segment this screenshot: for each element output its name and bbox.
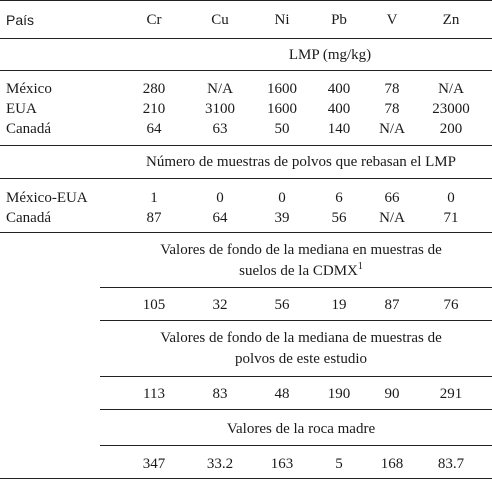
table-cell: 1	[150, 190, 158, 206]
table-cell: 0	[447, 190, 455, 206]
row-label: México-EUA	[6, 190, 88, 206]
row-label: EUA	[6, 101, 37, 117]
table-cell: 83.7	[437, 456, 465, 472]
table-cell: 19	[331, 297, 347, 313]
table-cell: 48	[274, 386, 290, 402]
table-cell: 83	[212, 386, 228, 402]
table-cell: 1600	[267, 101, 297, 117]
rule-lmp	[0, 70, 492, 71]
table-cell: 190	[327, 386, 351, 402]
table-cell: 56	[331, 210, 347, 226]
table-cell: 6	[335, 190, 343, 206]
table-cell: 105	[142, 297, 166, 313]
section-title-soil-line1: Valores de fondo de la mediana en muestr…	[160, 242, 442, 258]
table-cell: 63	[212, 121, 228, 137]
table-cell: 5	[335, 456, 343, 472]
table-cell: N/A	[438, 81, 464, 97]
table-cell: 113	[143, 386, 165, 402]
table-cell: 400	[327, 81, 351, 97]
table-cell: 71	[443, 210, 459, 226]
table-cell: 140	[327, 121, 351, 137]
table-cell: 291	[439, 386, 463, 402]
table-cell: 0	[278, 190, 286, 206]
table-cell: 76	[443, 297, 459, 313]
rule-exceed	[0, 178, 492, 179]
table-cell: 200	[439, 121, 463, 137]
table-cell: 347	[142, 456, 166, 472]
rule-soil-top	[0, 232, 492, 233]
table-cell: 64	[146, 121, 162, 137]
table-cell: 0	[216, 190, 224, 206]
rule-dust	[100, 376, 492, 377]
rule-top	[0, 0, 492, 1]
table-cell: 210	[142, 101, 166, 117]
table-cell: 90	[384, 386, 400, 402]
section-title-soil-line2: suelos de la CDMX1	[110, 261, 492, 281]
table-cell: 33.2	[206, 456, 234, 472]
table-cell: 50	[274, 121, 290, 137]
table-cell: 1600	[267, 81, 297, 97]
table-cell: 87	[146, 210, 162, 226]
section-title-lmp: LMP (mg/kg)	[288, 47, 372, 63]
rule-dust-values	[100, 409, 492, 410]
row-label: México	[6, 81, 52, 97]
table-cell: 3100	[205, 101, 235, 117]
soil-title-text: suelos de la CDMX	[239, 263, 358, 279]
table-cell: 23000	[432, 101, 470, 117]
table-cell: N/A	[207, 81, 233, 97]
table-cell: 39	[274, 210, 290, 226]
column-header-v: V	[386, 12, 398, 28]
table-cell: 400	[327, 101, 351, 117]
column-header-ni: Ni	[274, 12, 290, 28]
country-column-header: País	[6, 12, 35, 28]
column-header-zn: Zn	[442, 12, 460, 28]
table-cell: 163	[270, 456, 294, 472]
row-label: Canadá	[6, 121, 51, 137]
column-header-cu: Cu	[211, 12, 229, 28]
table-cell: 78	[384, 81, 400, 97]
rule-soil-values	[100, 320, 492, 321]
rule-exceed-top	[0, 145, 492, 146]
rule-soil	[100, 287, 492, 288]
table-cell: 56	[274, 297, 290, 313]
section-title-exceed: Número de muestras de polvos que rebasan…	[146, 154, 456, 170]
rule-rock	[100, 445, 492, 446]
footnote-mark: 1	[357, 261, 363, 272]
section-title-rock: Valores de la roca madre	[226, 421, 376, 437]
table-cell: 168	[380, 456, 404, 472]
column-header-cr: Cr	[146, 12, 162, 28]
table-cell: 64	[212, 210, 228, 226]
column-header-pb: Pb	[331, 12, 347, 28]
section-title-dust-line1: Valores de fondo de la mediana de muestr…	[160, 330, 442, 346]
row-label: Canadá	[6, 210, 51, 226]
section-title-dust-line2: polvos de este estudio	[234, 351, 368, 367]
table-cell: 87	[384, 297, 400, 313]
rule-bottom	[0, 478, 492, 479]
table-cell: N/A	[379, 121, 405, 137]
table-cell: 32	[212, 297, 228, 313]
table-cell: 78	[384, 101, 400, 117]
table-cell: 280	[142, 81, 166, 97]
table-cell: 66	[384, 190, 400, 206]
rule-header	[0, 38, 492, 39]
table-cell: N/A	[379, 210, 405, 226]
